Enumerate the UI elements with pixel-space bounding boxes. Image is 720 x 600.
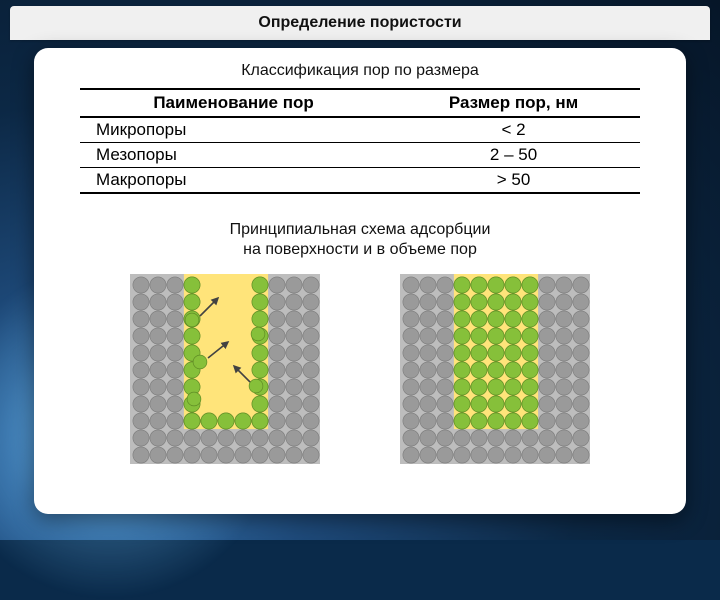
page-title: Определение пористости xyxy=(258,14,461,32)
cell-size: 2 – 50 xyxy=(387,143,640,168)
classification-table: Паименование пор Размер пор, нм Микропор… xyxy=(80,88,640,194)
scheme-title-line1: Принципиальная схема адсорбции xyxy=(230,221,491,238)
cell-name: Микропоры xyxy=(80,117,387,143)
cell-name: Мезопоры xyxy=(80,143,387,168)
table-row: Мезопоры 2 – 50 xyxy=(80,143,640,168)
table-header-size: Размер пор, нм xyxy=(387,89,640,117)
title-bar: Определение пористости xyxy=(10,6,710,40)
diagram-panels xyxy=(34,274,686,464)
adsorption-volume-diagram xyxy=(400,274,590,464)
classification-subtitle: Классификация пор по размера xyxy=(34,62,686,80)
content-card: Классификация пор по размера Паименовани… xyxy=(34,48,686,514)
cell-name: Макропоры xyxy=(80,168,387,194)
cell-size: > 50 xyxy=(387,168,640,194)
table-header-name: Паименование пор xyxy=(80,89,387,117)
scheme-title: Принципиальная схема адсорбции на поверх… xyxy=(34,220,686,260)
table-row: Макропоры > 50 xyxy=(80,168,640,194)
adsorption-surface-diagram xyxy=(130,274,320,464)
table-row: Микропоры < 2 xyxy=(80,117,640,143)
cell-size: < 2 xyxy=(387,117,640,143)
scheme-title-line2: на поверхности и в объеме пор xyxy=(243,241,477,258)
